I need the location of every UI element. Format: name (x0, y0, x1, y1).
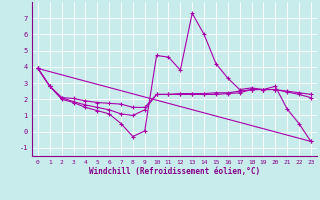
X-axis label: Windchill (Refroidissement éolien,°C): Windchill (Refroidissement éolien,°C) (89, 167, 260, 176)
